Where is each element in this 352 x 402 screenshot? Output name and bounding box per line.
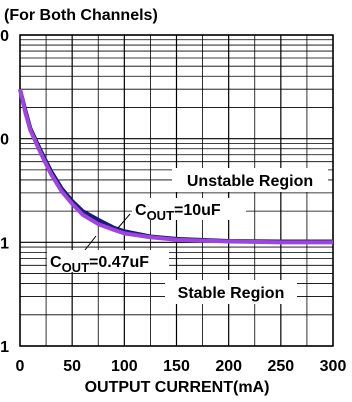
x-tick-label: 0 xyxy=(16,358,25,375)
x-tick-label: 150 xyxy=(163,358,190,375)
x-axis-label: OUTPUT CURRENT(mA) xyxy=(85,379,270,396)
y-tick-label: 1 xyxy=(0,235,9,252)
leader-line xyxy=(84,235,97,251)
x-tick-label: 300 xyxy=(320,358,347,375)
label-part: =0.47uF xyxy=(89,254,149,271)
annotation: Stable Region xyxy=(178,285,285,302)
label-part: =10uF xyxy=(174,202,221,219)
label-sub: OUT xyxy=(62,260,90,275)
label-part: C xyxy=(135,202,147,219)
label-part: C xyxy=(50,254,62,271)
y-tick-label: 1 xyxy=(0,339,9,356)
x-tick-label: 200 xyxy=(215,358,242,375)
series-line xyxy=(18,88,333,245)
annotation-box xyxy=(47,250,169,272)
x-tick-label: 250 xyxy=(267,358,294,375)
annotation-box xyxy=(132,198,246,220)
y-tick-label: 0 xyxy=(0,28,9,45)
plot-frame xyxy=(19,34,334,347)
chart-title: (For Both Channels) xyxy=(4,7,158,24)
x-tick-label: 100 xyxy=(111,358,138,375)
annotation: Unstable Region xyxy=(187,173,313,190)
leader-line xyxy=(117,213,131,229)
annotation-box xyxy=(172,168,328,192)
series-label: COUT=0.47uF xyxy=(50,254,149,275)
x-tick-label: 50 xyxy=(63,358,81,375)
lines xyxy=(18,88,333,245)
label-sub: OUT xyxy=(147,208,175,223)
y-tick-label: 0 xyxy=(0,132,9,149)
series-label: COUT=10uF xyxy=(135,202,221,223)
annotation-box xyxy=(165,280,297,304)
